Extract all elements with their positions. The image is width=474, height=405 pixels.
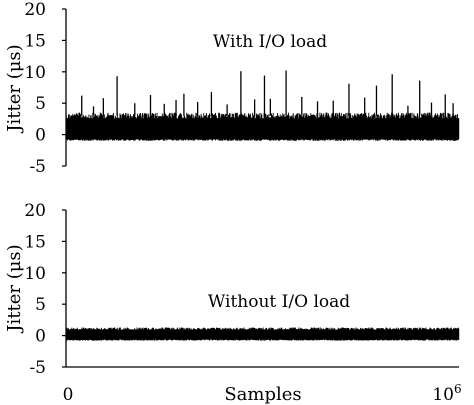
y-ticks: 20 15 10 5 0 -5: [24, 201, 66, 378]
y-tick-label: 15: [24, 232, 46, 252]
y-axis-title: Jitter (μs): [4, 44, 25, 133]
panel-with-io-load: 20 15 10 5 0 -5 Jitter (μs) With I/O load: [4, 0, 460, 177]
jitter-band-core: [67, 118, 459, 140]
y-tick-label: 0: [35, 327, 46, 347]
y-tick-label: 20: [24, 201, 46, 221]
y-tick-label: -5: [29, 157, 46, 177]
panel-annotation: With I/O load: [213, 32, 327, 52]
y-tick-label: 20: [24, 0, 46, 20]
x-tick-label: 106: [432, 382, 461, 405]
x-tick-label: 0: [63, 385, 74, 405]
plot-area: [65, 70, 460, 141]
y-tick-label: 5: [35, 295, 46, 315]
y-axis-title: Jitter (μs): [4, 244, 25, 333]
y-tick-label: 15: [24, 31, 46, 51]
y-tick-label: 0: [35, 126, 46, 146]
y-ticks: 20 15 10 5 0 -5: [24, 0, 66, 177]
x-tick-exponent: 6: [454, 382, 462, 396]
y-tick-label: 10: [24, 264, 46, 284]
plot-area: [65, 327, 460, 341]
x-axis-title: Samples: [224, 384, 301, 405]
y-tick-label: 5: [35, 94, 46, 114]
y-tick-label: -5: [29, 358, 46, 378]
y-tick-label: 10: [24, 63, 46, 83]
panel-annotation: Without I/O load: [208, 292, 350, 312]
jitter-band-core: [67, 329, 459, 340]
